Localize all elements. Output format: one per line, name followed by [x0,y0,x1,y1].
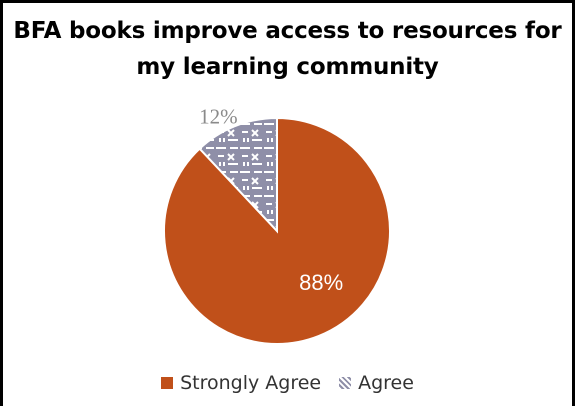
legend-swatch-agree [339,377,352,389]
slice-labels: 88% 12% [199,104,343,295]
slice-label-agree: 12% [199,104,238,128]
legend-swatch-strongly-agree [161,377,174,389]
pie-slice-agree [198,116,278,234]
legend-item-strongly-agree: Strongly Agree [161,372,321,394]
legend-label-agree: Agree [358,372,414,394]
legend-item-agree: Agree [339,372,414,394]
chart-legend: Strongly Agree Agree [0,372,575,394]
slice-label-strongly-agree: 88% [299,270,343,295]
pie-slices [163,116,391,345]
chart-title: BFA books improve access to resources fo… [13,18,562,80]
legend-label-strongly-agree: Strongly Agree [180,372,322,394]
